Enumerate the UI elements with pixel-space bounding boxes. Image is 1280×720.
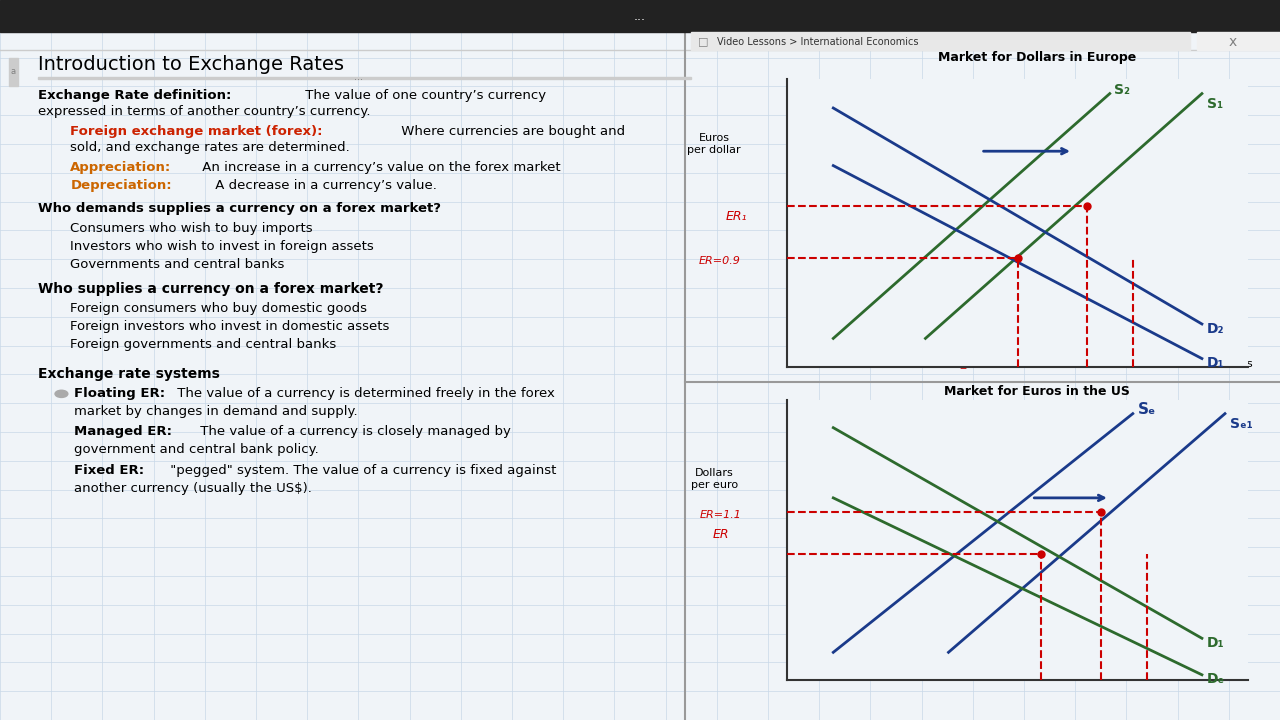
Bar (38, 77, 691, 79)
Text: Market for Dollars in Europe: Market for Dollars in Europe (938, 51, 1135, 64)
Text: Q dollars: Q dollars (1203, 359, 1253, 369)
Text: Q₁: Q₁ (1024, 357, 1037, 367)
Text: Q euros: Q euros (1203, 672, 1247, 682)
Text: Who demands supplies a currency on a forex market?: Who demands supplies a currency on a for… (38, 202, 442, 215)
Text: Fixed ER:: Fixed ER: (74, 464, 145, 477)
Text: D₁: D₁ (1207, 356, 1224, 370)
Text: Qₙ: Qₙ (1069, 670, 1082, 680)
Text: x: x (1229, 35, 1236, 49)
Text: □: □ (698, 37, 708, 47)
Text: Qₑ: Qₑ (961, 670, 974, 680)
Text: Dₑ: Dₑ (1207, 672, 1225, 686)
Text: another currency (usually the US$).: another currency (usually the US$). (74, 482, 312, 495)
Text: Q₂: Q₂ (1075, 357, 1088, 367)
Text: Who supplies a currency on a forex market?: Who supplies a currency on a forex marke… (38, 282, 384, 297)
Text: Consumers who wish to buy imports: Consumers who wish to buy imports (70, 222, 314, 235)
Text: ER₁: ER₁ (726, 210, 746, 222)
Text: A decrease in a currency’s value.: A decrease in a currency’s value. (211, 179, 436, 192)
Text: An increase in a currency’s value on the forex market: An increase in a currency’s value on the… (198, 161, 561, 174)
Text: Foreign governments and central banks: Foreign governments and central banks (70, 338, 337, 351)
Text: S₂: S₂ (1115, 83, 1130, 96)
Text: Foreign consumers who buy domestic goods: Foreign consumers who buy domestic goods (70, 302, 367, 315)
Text: Video Lessons > International Economics: Video Lessons > International Economics (717, 37, 918, 47)
Text: S₁: S₁ (1207, 97, 1222, 111)
Bar (9, 58, 18, 86)
Text: Where currencies are bought and: Where currencies are bought and (397, 125, 625, 138)
Text: Market for Euros in the US: Market for Euros in the US (943, 385, 1130, 398)
Bar (691, 32, 1190, 50)
Text: Floating ER:: Floating ER: (74, 387, 165, 400)
Text: The value of a currency is closely managed by: The value of a currency is closely manag… (196, 426, 511, 438)
Text: Q₁: Q₁ (1023, 670, 1036, 680)
Text: a: a (10, 68, 15, 76)
Text: Managed ER:: Managed ER: (74, 426, 173, 438)
Text: Sₑ₁: Sₑ₁ (1230, 417, 1252, 431)
Bar (0, 0, 1280, 32)
Text: Euros
per dollar: Euros per dollar (687, 133, 741, 155)
Text: ER=1.1: ER=1.1 (700, 510, 741, 520)
Text: Q_e: Q_e (952, 356, 973, 368)
Text: Depreciation:: Depreciation: (70, 179, 172, 192)
Text: D₁: D₁ (1207, 636, 1224, 649)
Text: Introduction to Exchange Rates: Introduction to Exchange Rates (38, 55, 344, 74)
Text: Investors who wish to invest in foreign assets: Investors who wish to invest in foreign … (70, 240, 374, 253)
Circle shape (55, 390, 68, 397)
Text: ER=0.9: ER=0.9 (699, 256, 740, 266)
Bar (1197, 32, 1280, 50)
Text: Governments and central banks: Governments and central banks (70, 258, 284, 271)
Text: ER: ER (713, 528, 728, 541)
Text: Appreciation:: Appreciation: (70, 161, 172, 174)
Text: Dollars
per euro: Dollars per euro (691, 468, 737, 490)
Text: The value of a currency is determined freely in the forex: The value of a currency is determined fr… (173, 387, 554, 400)
Text: ...: ... (353, 72, 364, 82)
Text: expressed in terms of another country’s currency.: expressed in terms of another country’s … (38, 105, 371, 118)
Text: "pegged" system. The value of a currency is fixed against: "pegged" system. The value of a currency… (166, 464, 557, 477)
Text: Foreign exchange market (forex):: Foreign exchange market (forex): (70, 125, 323, 138)
Text: The value of one country’s currency: The value of one country’s currency (301, 89, 547, 102)
Text: D₂: D₂ (1207, 322, 1224, 336)
Text: ...: ... (634, 10, 646, 23)
Text: market by changes in demand and supply.: market by changes in demand and supply. (74, 405, 358, 418)
Text: sold, and exchange rates are determined.: sold, and exchange rates are determined. (70, 141, 351, 154)
Text: Exchange Rate definition:: Exchange Rate definition: (38, 89, 232, 102)
Text: ↓depreciation: ↓depreciation (838, 524, 918, 534)
Text: Sₑ: Sₑ (1138, 402, 1156, 417)
Text: Foreign investors who invest in domestic assets: Foreign investors who invest in domestic… (70, 320, 390, 333)
Text: ↑ appreciation: ↑ appreciation (838, 234, 922, 244)
Text: Exchange rate systems: Exchange rate systems (38, 366, 220, 381)
Text: government and central bank policy.: government and central bank policy. (74, 444, 319, 456)
